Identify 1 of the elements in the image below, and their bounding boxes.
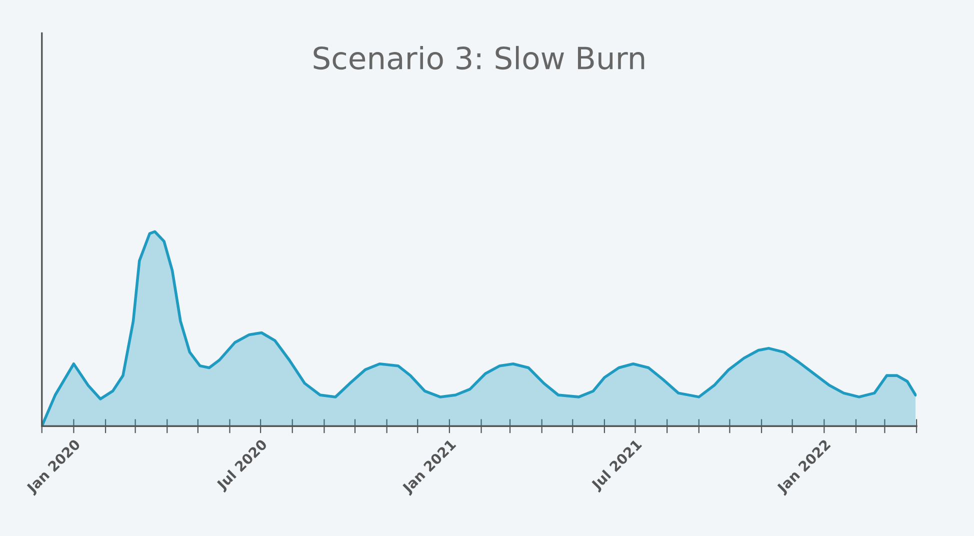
chart-title: Scenario 3: Slow Burn [314, 46, 644, 70]
